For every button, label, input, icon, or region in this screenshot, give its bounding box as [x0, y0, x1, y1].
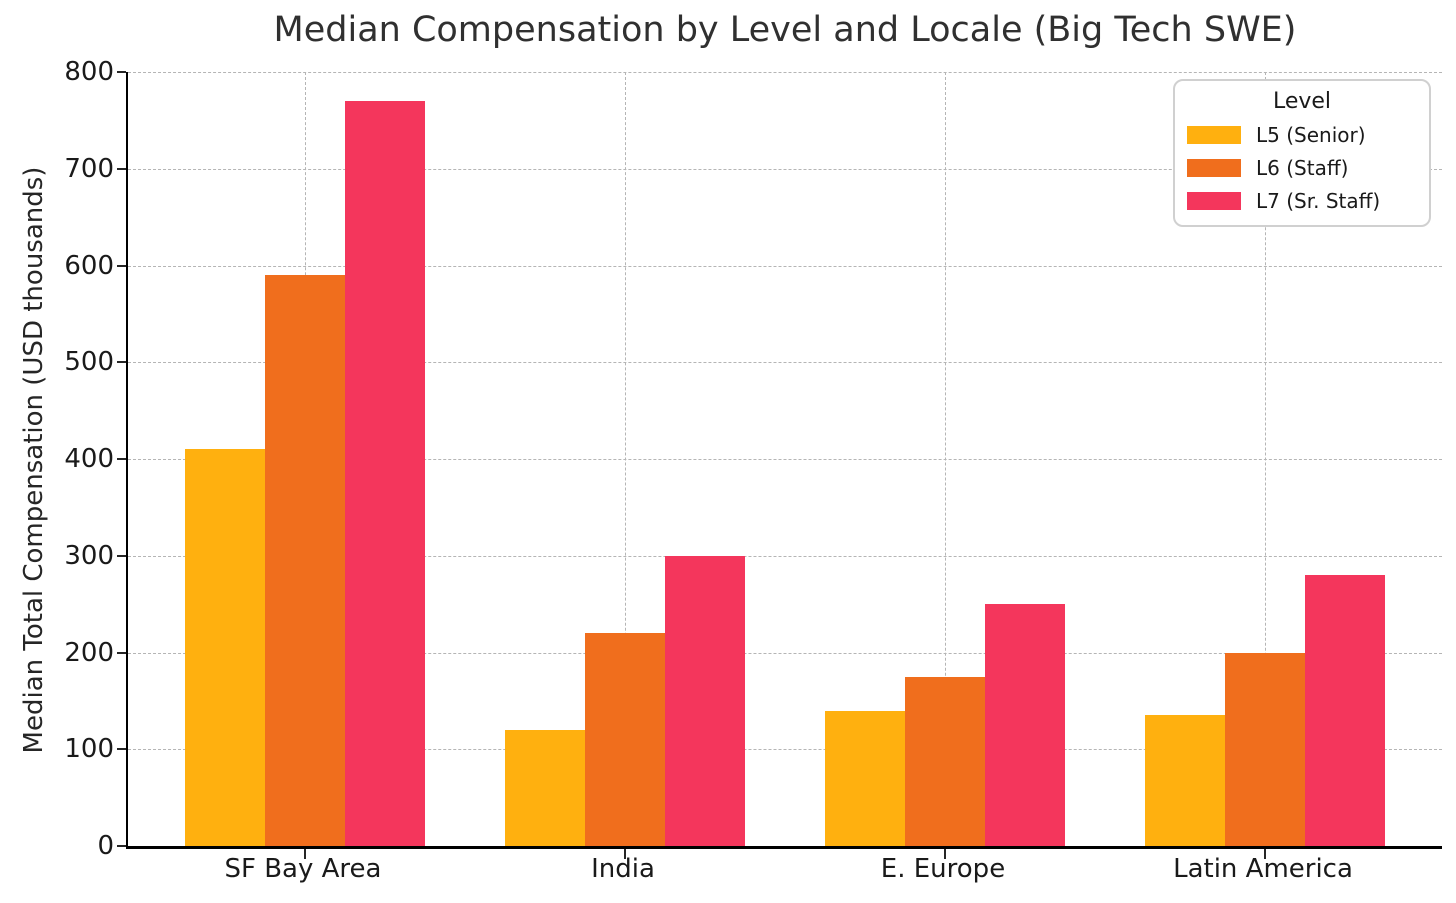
bar-l7-sf-bay-area	[345, 101, 425, 846]
legend-rows: L5 (Senior) L6 (Staff) L7 (Sr. Staff)	[1185, 123, 1419, 213]
y-tick-label: 300	[64, 540, 114, 571]
bar-l7-latin-america	[1305, 575, 1385, 846]
bar-l5-e-europe	[825, 710, 905, 846]
bar-l5-sf-bay-area	[185, 449, 265, 846]
bar-l6-india	[585, 633, 665, 846]
y-tick-mark	[117, 71, 126, 73]
bar-l5-latin-america	[1145, 715, 1225, 846]
y-tick-label: 600	[64, 250, 114, 281]
y-tick-label: 400	[64, 444, 114, 474]
gridline-horizontal	[128, 168, 1442, 170]
bar-l7-india	[665, 555, 745, 846]
x-tick-label-india: India	[591, 854, 655, 884]
legend-row: L6 (Staff)	[1185, 156, 1419, 180]
gridline-vertical	[625, 72, 626, 846]
gridline-horizontal	[128, 362, 1442, 364]
gridline-vertical	[945, 72, 946, 846]
x-tick-label-sf-bay-area: SF Bay Area	[224, 854, 382, 884]
y-tick-mark	[117, 167, 126, 170]
x-tick-mark	[304, 849, 306, 859]
gridline-vertical	[1265, 72, 1266, 846]
y-tick-label: 700	[64, 153, 114, 184]
legend: Level L5 (Senior) L6 (Staff) L7 (Sr. Staff…	[1173, 79, 1431, 227]
gridline-horizontal	[128, 459, 1442, 460]
y-tick-label: 500	[64, 347, 114, 378]
y-tick-mark	[117, 554, 126, 557]
y-tick-mark	[117, 748, 126, 751]
x-tick-mark	[944, 849, 946, 859]
x-tick-mark	[1264, 849, 1266, 859]
bar-l5-india	[505, 729, 585, 846]
legend-row: L7 (Sr. Staff)	[1185, 189, 1419, 213]
legend-swatch-l5	[1187, 126, 1241, 144]
y-tick-mark	[117, 458, 126, 460]
legend-row: L5 (Senior)	[1185, 123, 1419, 147]
gridline-horizontal	[128, 72, 1442, 73]
legend-title: Level	[1272, 89, 1332, 114]
chart-title: Median Compensation by Level and Locale …	[273, 10, 1297, 50]
gridline-horizontal	[128, 652, 1442, 654]
gridline-horizontal	[128, 749, 1442, 751]
legend-label: L7 (Sr. Staff)	[1256, 189, 1381, 213]
gridline-horizontal	[128, 555, 1442, 557]
legend-swatch-l7	[1187, 192, 1241, 210]
bar-l6-latin-america	[1225, 652, 1305, 846]
y-tick-label: 800	[64, 57, 114, 87]
legend-label: L6 (Staff)	[1256, 156, 1349, 180]
bar-l6-sf-bay-area	[265, 275, 345, 846]
y-tick-label: 100	[64, 734, 114, 765]
y-tick-label: 0	[97, 831, 114, 861]
gridline-horizontal	[128, 265, 1442, 267]
y-tick-label: 200	[64, 637, 114, 668]
y-tick-mark	[117, 845, 126, 847]
bar-l6-e-europe	[905, 676, 985, 846]
y-tick-mark	[117, 264, 126, 267]
y-tick-mark	[117, 651, 126, 654]
x-tick-mark	[624, 849, 626, 859]
legend-label: L5 (Senior)	[1256, 123, 1366, 147]
x-tick-label-latin-america: Latin America	[1173, 854, 1353, 884]
legend-swatch-l6	[1187, 159, 1241, 177]
bar-l7-e-europe	[985, 604, 1065, 846]
y-tick-mark	[117, 361, 126, 364]
x-tick-label-e-europe: E. Europe	[880, 854, 1006, 884]
